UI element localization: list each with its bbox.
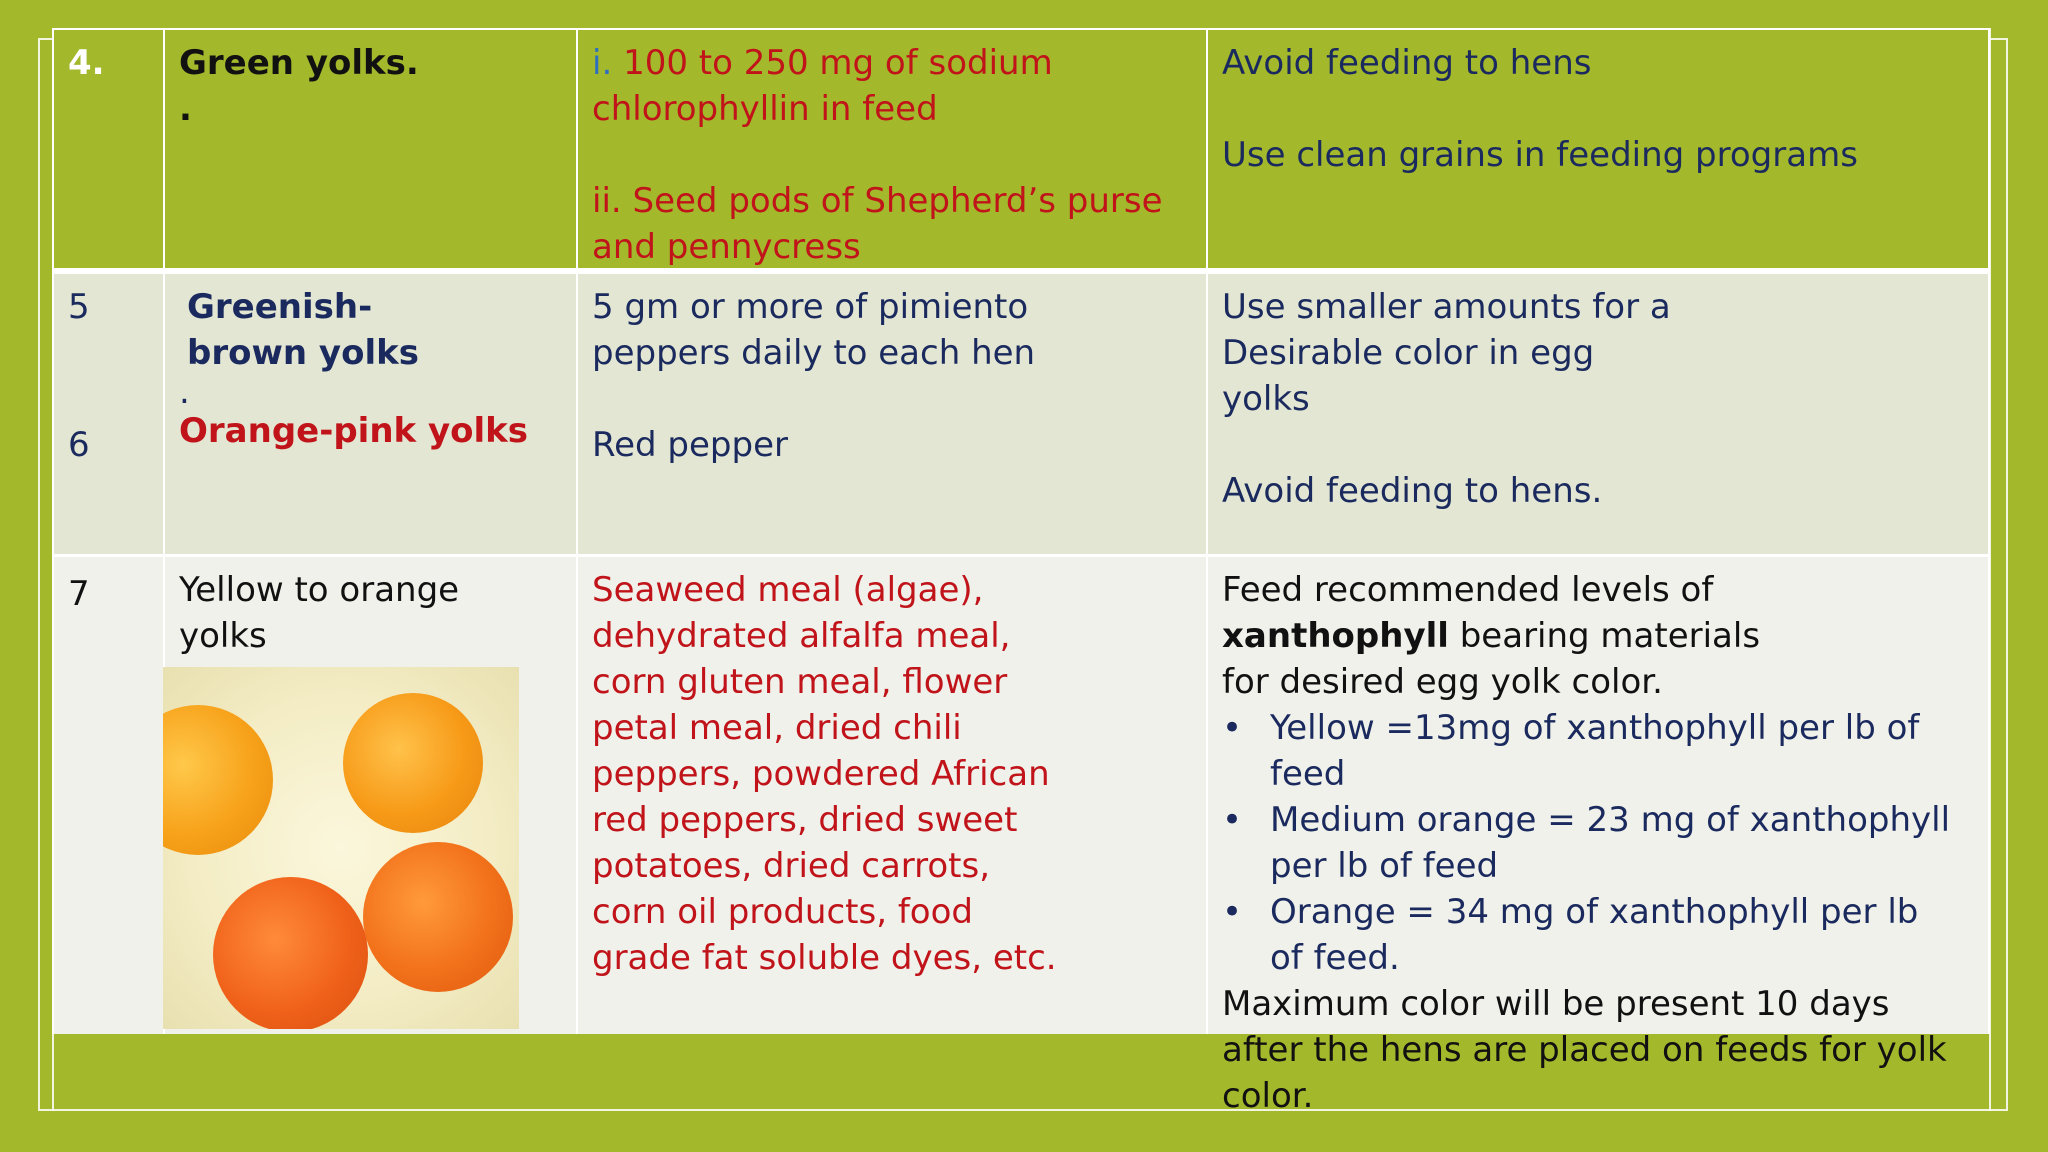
table-row: 7 Yellow to orange yolks Seaweed meal (a… <box>52 557 1990 1116</box>
remedy-cell: Avoid feeding to hens Use clean grains i… <box>1206 30 1990 268</box>
table-row: 4. Green yolks. . i. 100 to 250 mg of so… <box>52 28 1990 274</box>
yolk-color-table: 4. Green yolks. . i. 100 to 250 mg of so… <box>52 28 1990 1116</box>
list-item: Medium orange = 23 mg of xanthophyll per… <box>1222 797 1974 889</box>
remedy-intro-xanthophyll: xanthophyll <box>1222 616 1449 656</box>
cause-item-i: i. 100 to 250 mg of sodium chlorophyllin… <box>592 40 1192 132</box>
row-number-6: 6 <box>68 425 90 465</box>
cause-item-i-prefix: i. <box>592 43 613 83</box>
cause-cell: Seaweed meal (algae), dehydrated alfalfa… <box>576 557 1206 1034</box>
yolk-type-label: Green yolks. <box>179 43 419 83</box>
list-item: Yellow =13mg of xanthophyll per lb of fe… <box>1222 705 1974 797</box>
yolk-type-orange-pink: Orange-pink yolks <box>179 411 528 451</box>
row-number-5: 5 <box>68 287 90 327</box>
remedy-avoid-feeding: Avoid feeding to hens. <box>1222 471 1603 511</box>
yolk-type-dot: . <box>179 89 192 129</box>
row-number-cell: 5 6 <box>52 274 163 554</box>
cause-item-i-text: 100 to 250 mg of sodium chlorophyllin in… <box>592 43 1053 129</box>
cause-item-ii: ii. Seed pods of Shepherd’s purse and pe… <box>592 181 1163 267</box>
remedy-intro: Feed recommended levels of xanthophyll b… <box>1222 567 1782 705</box>
yolk-type-label: Yellow to orange yolks <box>179 570 460 656</box>
xanthophyll-levels-list: Yellow =13mg of xanthophyll per lb of fe… <box>1222 705 1974 981</box>
list-item: Orange = 34 mg of xanthophyll per lb of … <box>1222 889 1974 981</box>
remedy-outro: Maximum color will be present 10 days af… <box>1222 984 1947 1116</box>
remedy-intro-part1: Feed recommended levels of <box>1222 570 1714 610</box>
row-number: 7 <box>68 574 90 614</box>
remedy-cell: Use smaller amounts for a Desirable colo… <box>1206 274 1990 554</box>
yolk-type-cell: Green yolks. . <box>163 30 576 268</box>
remedy-text-2: Use clean grains in feeding programs <box>1222 135 1858 175</box>
remedy-smaller-amounts: Use smaller amounts for a Desirable colo… <box>1222 287 1671 419</box>
row-number-cell: 7 <box>52 557 163 1034</box>
remedy-cell: Feed recommended levels of xanthophyll b… <box>1206 557 1990 1116</box>
remedy-text-1: Avoid feeding to hens <box>1222 43 1592 83</box>
yolk-type-greenish-brown: Greenish-brown yolks <box>187 287 419 373</box>
egg-yolks-photo <box>163 667 519 1029</box>
remedy-intro-part2: bearing materials for desired egg yolk c… <box>1222 616 1761 702</box>
cause-pimiento: 5 gm or more of pimiento peppers daily t… <box>592 287 1036 373</box>
cause-materials-list: Seaweed meal (algae), dehydrated alfalfa… <box>592 570 1057 978</box>
cause-cell: 5 gm or more of pimiento peppers daily t… <box>576 274 1206 554</box>
yolk-type-cell: Yellow to orange yolks <box>163 557 576 1034</box>
cause-cell: i. 100 to 250 mg of sodium chlorophyllin… <box>576 30 1206 268</box>
row-number: 4. <box>68 43 105 83</box>
table-row: 5 6 Greenish-brown yolks . Orange-pink y… <box>52 274 1990 557</box>
yolk-type-dot: . <box>179 372 190 412</box>
cause-red-pepper: Red pepper <box>592 425 788 465</box>
row-number-cell: 4. <box>52 30 163 268</box>
yolk-type-cell: Greenish-brown yolks . Orange-pink yolks <box>163 274 576 554</box>
